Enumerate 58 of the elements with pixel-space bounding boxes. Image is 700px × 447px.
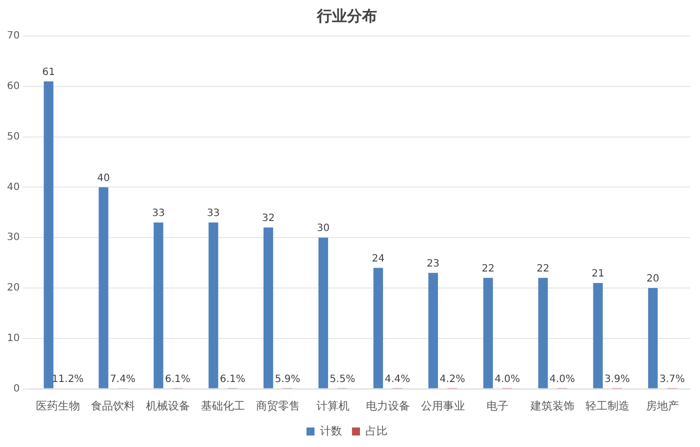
- data-label: 33: [152, 208, 165, 220]
- data-label: 21: [592, 268, 604, 280]
- data-label: 5.9%: [274, 374, 300, 386]
- data-label: 33: [207, 208, 220, 220]
- bar: [264, 228, 274, 388]
- data-label: 3.7%: [659, 374, 685, 386]
- bar: [98, 187, 108, 388]
- x-tick-label: 基础化工: [201, 399, 246, 412]
- y-tick-label: 20: [6, 282, 20, 294]
- bar: [208, 222, 218, 388]
- bar: [483, 278, 493, 388]
- data-label: 23: [426, 258, 440, 270]
- legend-label: 占比: [366, 424, 388, 438]
- data-label: 40: [97, 172, 110, 184]
- data-label: 24: [372, 253, 385, 264]
- data-label: 32: [262, 213, 275, 224]
- bar: [154, 222, 164, 388]
- bar: [318, 238, 328, 388]
- x-tick-label: 公用事业: [420, 399, 465, 412]
- x-tick-label: 电子: [486, 399, 509, 412]
- y-tick-label: 40: [6, 182, 20, 193]
- bar: [538, 278, 548, 388]
- data-label: 3.9%: [604, 374, 630, 386]
- data-label: 4.2%: [440, 374, 466, 386]
- data-label: 20: [646, 274, 660, 285]
- data-label: 22: [536, 264, 550, 275]
- chart-title: 行业分布: [316, 6, 377, 25]
- data-label: 6.1%: [164, 374, 190, 386]
- x-tick-label: 房地产: [646, 399, 680, 412]
- data-label: 5.5%: [330, 374, 356, 386]
- x-tick-label: 医药生物: [36, 399, 80, 412]
- y-tick-label: 50: [6, 131, 20, 142]
- data-label: 4.0%: [550, 374, 575, 386]
- bar: [428, 272, 438, 388]
- x-tick-label: 计算机: [316, 399, 350, 412]
- data-label: 61: [42, 66, 55, 78]
- x-tick-label: 机械设备: [146, 399, 190, 412]
- y-tick-label: 60: [6, 80, 20, 92]
- x-tick-label: 建筑装饰: [530, 399, 575, 412]
- x-tick-label: 轻工制造: [586, 399, 630, 412]
- x-tick-label: 电力设备: [366, 399, 410, 412]
- x-tick-label: 食品饮料: [91, 399, 136, 412]
- data-label: 7.4%: [110, 374, 136, 386]
- data-label: 4.4%: [384, 374, 410, 386]
- data-label: 4.0%: [494, 374, 520, 386]
- y-tick-label: 30: [6, 232, 20, 244]
- y-tick-label: 0: [13, 383, 20, 394]
- x-tick-label: 商贸零售: [256, 399, 300, 412]
- data-label: 30: [316, 223, 330, 234]
- data-label: 6.1%: [220, 374, 246, 386]
- bar: [373, 268, 384, 388]
- data-label: 22: [482, 264, 494, 275]
- legend-label: 计数: [320, 424, 342, 438]
- bar: [593, 282, 603, 388]
- bar: [648, 288, 658, 388]
- bar: [44, 81, 54, 388]
- y-tick-label: 10: [6, 332, 20, 344]
- y-tick-label: 70: [6, 30, 20, 42]
